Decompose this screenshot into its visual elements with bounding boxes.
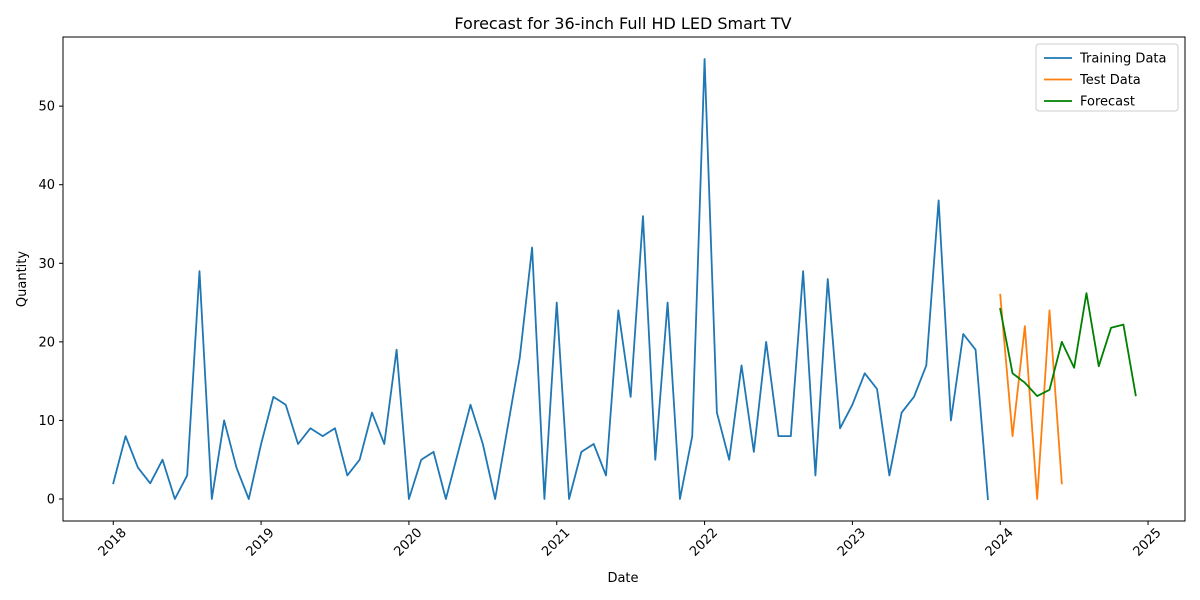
y-tick-label: 0 [47, 493, 55, 508]
y-tick-label: 20 [38, 335, 55, 350]
plot-frame [62, 36, 1186, 522]
y-tick-label: 30 [38, 257, 55, 272]
y-axis-title: Quantity [15, 251, 30, 307]
x-axis-title: Date [607, 571, 638, 586]
legend-label-test-data: Test Data [1079, 73, 1141, 88]
plot-background [63, 37, 1185, 521]
y-tick-label: 50 [38, 100, 55, 115]
legend: Training Data Test Data Forecast [1035, 43, 1179, 112]
chart-title: Forecast for 36-inch Full HD LED Smart T… [454, 14, 791, 33]
series-layer [112, 58, 1137, 500]
series-line-training-data [112, 58, 989, 500]
y-tick-label: 10 [38, 414, 55, 429]
series-line-test-data [999, 293, 1063, 500]
legend-items: Training Data Test Data Forecast [1044, 52, 1166, 110]
plot-area [62, 36, 1186, 522]
legend-box [1035, 43, 1179, 112]
legend-label-forecast: Forecast [1080, 95, 1135, 110]
legend-label-training-data: Training Data [1079, 52, 1166, 67]
y-tick-label: 40 [38, 178, 55, 193]
series-line-forecast [999, 292, 1137, 397]
y-axis: 0 10 20 30 40 50 [38, 100, 63, 508]
